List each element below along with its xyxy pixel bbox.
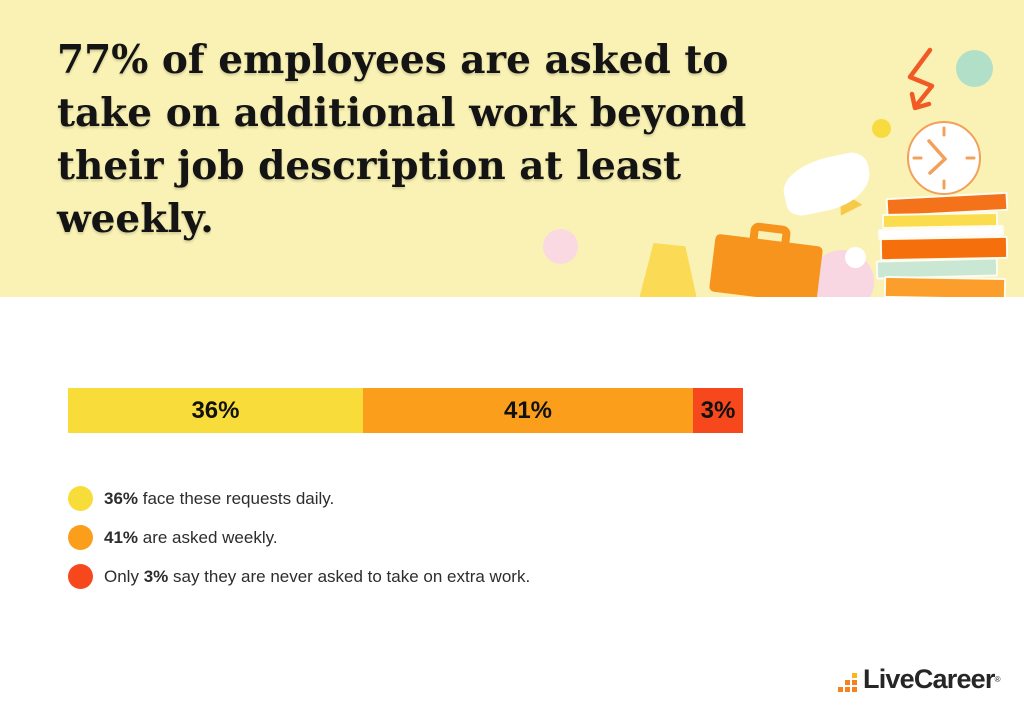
paper-sheet-icon xyxy=(778,149,876,219)
legend-item-never: Only 3% say they are never asked to take… xyxy=(68,564,530,589)
legend-text: 36% face these requests daily. xyxy=(104,488,335,508)
legend-item-weekly: 41% are asked weekly. xyxy=(68,525,530,550)
bar-segment-daily: 36% xyxy=(68,388,363,433)
legend-dot-red xyxy=(68,564,93,589)
yellow-dot-decoration xyxy=(872,119,891,138)
bar-segment-never: 3% xyxy=(693,388,743,433)
chart-legend: 36% face these requests daily. 41% are a… xyxy=(68,486,530,603)
header-banner: 77% of employees are asked to take on ad… xyxy=(0,0,1024,297)
pink-dot-decoration xyxy=(543,229,578,264)
headline-line-1: 77% of employees are asked to xyxy=(57,37,729,83)
headline-line-2: take on additional work beyond xyxy=(57,90,747,136)
livecareer-logo-icon xyxy=(838,673,859,694)
legend-dot-yellow xyxy=(68,486,93,511)
briefcase-icon xyxy=(708,221,824,297)
white-dot-decoration xyxy=(845,247,866,268)
bar-segment-weekly: 41% xyxy=(362,388,694,433)
headline-line-4: weekly. xyxy=(57,196,214,242)
trademark-symbol: ® xyxy=(994,674,1001,684)
lightning-arrow-icon xyxy=(900,47,944,120)
logo-wordmark: LiveCareer xyxy=(863,664,995,694)
clock-icon xyxy=(907,121,981,195)
bar-label-never: 3% xyxy=(700,396,736,424)
legend-dot-orange xyxy=(68,525,93,550)
bar-label-weekly: 41% xyxy=(503,396,553,424)
legend-text: Only 3% say they are never asked to take… xyxy=(104,566,531,586)
legend-text: 41% are asked weekly. xyxy=(104,527,278,547)
legend-item-daily: 36% face these requests daily. xyxy=(68,486,530,511)
teal-circle-decoration xyxy=(956,50,993,87)
yellow-shape-decoration xyxy=(639,243,697,297)
briefcase-handle xyxy=(748,221,792,253)
stacked-bar-chart: 36% 41% 3% xyxy=(68,388,743,433)
livecareer-logo: LiveCareer ® xyxy=(838,664,1001,695)
headline: 77% of employees are asked to take on ad… xyxy=(57,34,746,246)
book-icon xyxy=(883,275,1007,297)
headline-line-3: their job description at least xyxy=(57,143,682,189)
bar-label-daily: 36% xyxy=(191,396,240,424)
